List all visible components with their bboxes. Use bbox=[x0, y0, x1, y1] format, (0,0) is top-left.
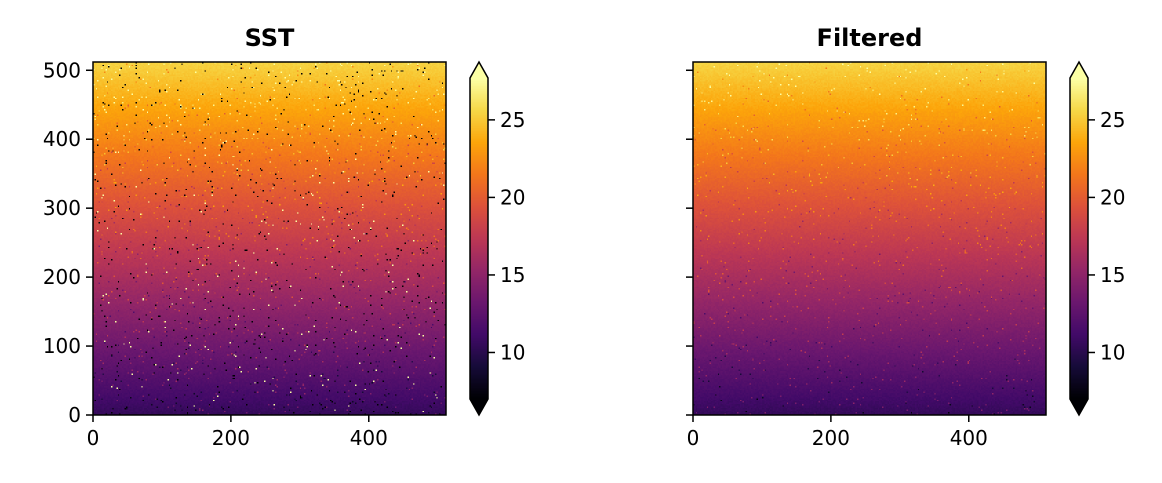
colorbar-tick-label: 10 bbox=[1100, 340, 1125, 364]
chart-title: Filtered bbox=[817, 24, 923, 52]
colorbar-outline bbox=[469, 60, 489, 417]
colorbar-extend-min bbox=[1070, 399, 1088, 415]
y-tick-label: 300 bbox=[43, 196, 81, 220]
colorbar-extend-min bbox=[470, 399, 488, 415]
colorbar-outline bbox=[1069, 60, 1089, 417]
x-tick-label: 0 bbox=[87, 426, 100, 450]
x-tick-label: 400 bbox=[350, 426, 388, 450]
colorbar-tick-label: 15 bbox=[1100, 263, 1125, 287]
y-tick-label: 400 bbox=[43, 127, 81, 151]
colorbar-tick-label: 25 bbox=[1100, 108, 1125, 132]
colorbar-gradient-sst bbox=[470, 78, 488, 399]
colorbar-tick-label: 10 bbox=[500, 340, 525, 364]
y-tick-label: 500 bbox=[43, 58, 81, 82]
colorbar-tick-label: 15 bbox=[500, 263, 525, 287]
colorbar-tick-label: 25 bbox=[500, 108, 525, 132]
y-tick-label: 0 bbox=[68, 403, 81, 427]
chart-title: SST bbox=[245, 24, 295, 52]
y-tick-label: 100 bbox=[43, 334, 81, 358]
axes-frame bbox=[692, 61, 1047, 416]
colorbar-extend-max bbox=[1070, 62, 1088, 78]
colorbar-tick-label: 20 bbox=[1100, 185, 1125, 209]
y-tick-label: 200 bbox=[43, 265, 81, 289]
x-tick-label: 200 bbox=[212, 426, 250, 450]
x-tick-label: 200 bbox=[812, 426, 850, 450]
heatmap-image-filtered bbox=[693, 62, 1046, 415]
colorbar-extend-max bbox=[470, 62, 488, 78]
x-tick-label: 400 bbox=[950, 426, 988, 450]
colorbar-tick-label: 20 bbox=[500, 185, 525, 209]
colorbar-gradient-filtered bbox=[1070, 78, 1088, 399]
x-tick-label: 0 bbox=[687, 426, 700, 450]
axes-frame bbox=[92, 61, 447, 416]
heatmap-image-sst bbox=[93, 62, 446, 415]
